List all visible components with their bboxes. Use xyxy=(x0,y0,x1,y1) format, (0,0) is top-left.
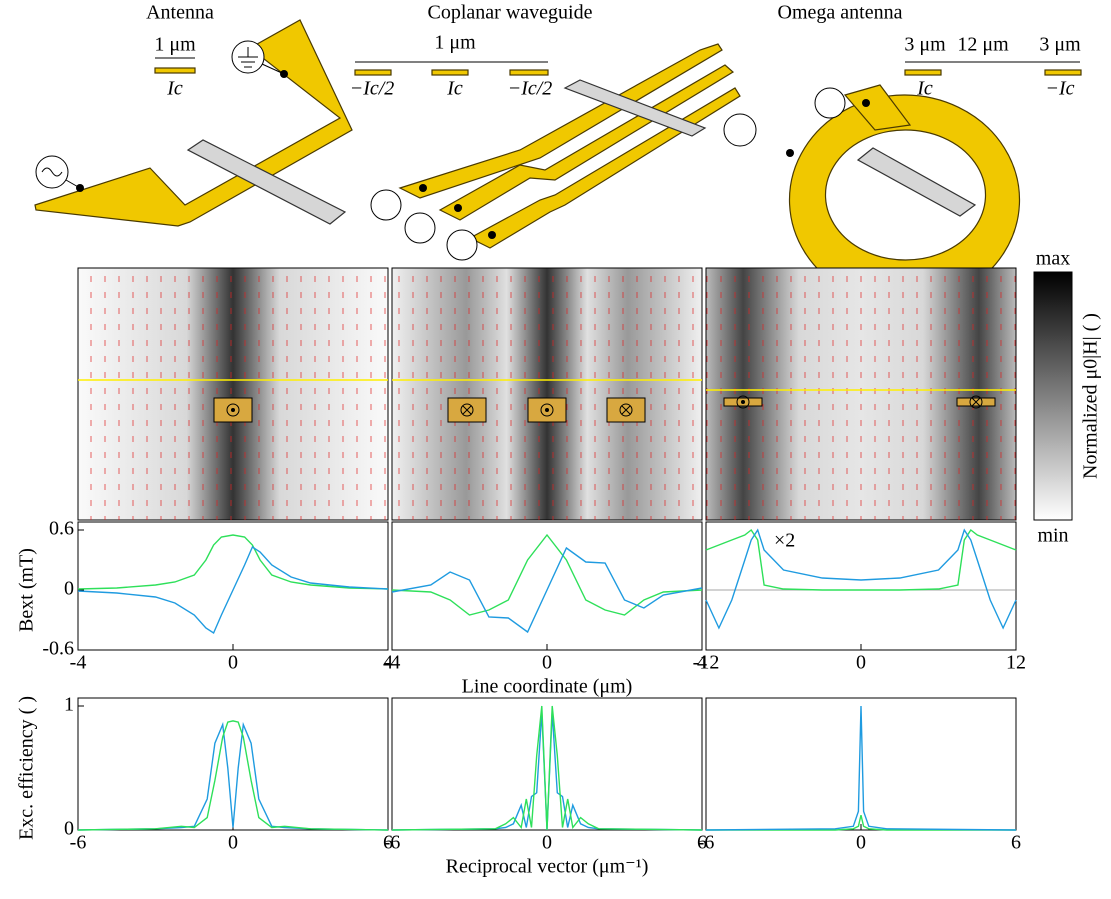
diagram-label: Ic xyxy=(446,78,463,100)
diagram-label: 12 μm xyxy=(957,34,1009,56)
diagram-label: Ic xyxy=(166,78,183,100)
y-tick-label: 1 xyxy=(64,694,74,716)
colorbar-max: max xyxy=(1036,248,1070,270)
diagram-label: −Ic/2 xyxy=(508,78,553,100)
y-axis-label: Exc. efficiency ( ) xyxy=(16,696,38,840)
x-axis-label: Line coordinate (μm) xyxy=(462,676,633,698)
x-tick-label: 6 xyxy=(1011,832,1021,854)
x-tick-label: 0 xyxy=(856,832,866,854)
x-tick-label: 0 xyxy=(228,652,238,674)
field-maps xyxy=(78,268,1016,520)
x-tick-label: -12 xyxy=(693,652,720,674)
y-tick-label: 0 xyxy=(64,818,74,840)
x-tick-label: -4 xyxy=(384,652,401,674)
x-axis-label: Reciprocal vector (μm⁻¹) xyxy=(446,856,649,878)
y-tick-label: 0 xyxy=(64,578,74,600)
colorbar xyxy=(1034,272,1072,520)
diagram-title: Omega antenna xyxy=(778,2,903,24)
plot-frame xyxy=(392,522,702,650)
y-axis-label: Bext (mT) xyxy=(16,548,38,632)
x-tick-label: -6 xyxy=(698,832,715,854)
x-tick-label: 0 xyxy=(542,832,552,854)
diagram-label: 3 μm xyxy=(1039,34,1081,56)
diagram-label: −Ic/2 xyxy=(350,78,395,100)
cpw-diagram xyxy=(355,44,740,260)
diagram-title: Coplanar waveguide xyxy=(428,2,593,24)
figure: max min Normalized μ0|H| ( ) Antenna 1 μm… xyxy=(0,0,1111,894)
diagram-label: −Ic xyxy=(1045,78,1074,100)
plot-frame xyxy=(78,698,388,830)
plot-frame xyxy=(706,522,1016,650)
diagram-label: 1 μm xyxy=(434,32,476,54)
diagram-label: Ic xyxy=(916,78,933,100)
colorbar-min: min xyxy=(1037,525,1068,547)
x-tick-label: 0 xyxy=(856,652,866,674)
annotation: ×2 xyxy=(774,530,795,552)
y-tick-label: -0.6 xyxy=(42,638,74,660)
diagram-title: Antenna xyxy=(146,2,214,24)
diagram-label: 1 μm xyxy=(154,34,196,56)
diagram-label: 3 μm xyxy=(904,34,946,56)
x-tick-label: 0 xyxy=(228,832,238,854)
plot-frame xyxy=(392,698,702,830)
colorbar-label: Normalized μ0|H| ( ) xyxy=(1080,313,1102,479)
x-tick-label: 12 xyxy=(1006,652,1026,674)
y-tick-label: 0.6 xyxy=(49,518,74,540)
x-tick-label: -6 xyxy=(384,832,401,854)
x-tick-label: 0 xyxy=(542,652,552,674)
